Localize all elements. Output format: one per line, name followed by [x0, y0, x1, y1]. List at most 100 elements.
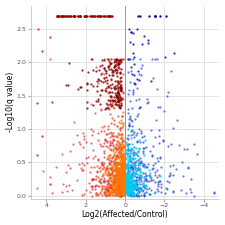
Point [112, 183, 115, 187]
Point [98, 142, 102, 146]
Point [150, 167, 153, 171]
Point [121, 177, 125, 180]
Point [111, 177, 115, 181]
Point [66, 83, 69, 87]
Point [115, 63, 119, 66]
Point [121, 169, 125, 173]
Point [105, 190, 108, 193]
Point [110, 166, 113, 169]
Point [125, 154, 128, 157]
Point [126, 57, 130, 61]
Point [117, 98, 120, 101]
Point [108, 99, 112, 102]
Point [126, 57, 130, 61]
Point [120, 186, 124, 189]
Point [122, 193, 125, 197]
Point [105, 193, 108, 197]
Point [115, 161, 119, 164]
Point [105, 157, 109, 160]
Point [129, 191, 133, 195]
Point [128, 151, 131, 155]
Point [94, 177, 98, 180]
Point [111, 155, 115, 158]
Point [91, 69, 95, 72]
Point [118, 154, 121, 157]
Point [116, 185, 120, 189]
Point [118, 84, 121, 88]
Point [117, 88, 120, 92]
Point [122, 138, 125, 142]
Point [138, 105, 142, 108]
Point [103, 188, 107, 191]
Point [142, 154, 146, 157]
Point [109, 178, 112, 181]
Point [124, 173, 128, 176]
Point [121, 174, 124, 178]
Point [121, 152, 124, 156]
Point [136, 188, 140, 192]
Point [119, 176, 122, 179]
Point [130, 166, 133, 169]
Point [127, 156, 130, 160]
Point [120, 187, 124, 191]
Point [116, 99, 120, 103]
Point [127, 177, 130, 180]
Point [119, 174, 123, 178]
Point [110, 14, 113, 17]
Point [147, 180, 151, 183]
Point [117, 170, 120, 173]
Point [144, 183, 147, 187]
Point [114, 182, 118, 186]
Point [115, 173, 118, 177]
Point [148, 174, 152, 178]
Point [132, 184, 135, 188]
Point [105, 166, 109, 170]
Point [78, 162, 81, 166]
Point [120, 193, 124, 197]
Point [121, 189, 125, 192]
Point [100, 184, 104, 188]
Point [112, 85, 116, 88]
Point [149, 129, 153, 132]
Point [131, 171, 135, 175]
Point [118, 178, 122, 182]
Point [132, 163, 136, 166]
Point [106, 106, 110, 110]
Point [141, 188, 145, 192]
Point [119, 186, 123, 190]
Point [121, 189, 125, 192]
Point [119, 162, 122, 165]
Point [165, 179, 168, 182]
Point [114, 134, 118, 138]
Point [107, 194, 111, 197]
Point [35, 101, 38, 105]
Point [112, 86, 116, 90]
Point [106, 156, 110, 160]
Point [122, 157, 125, 160]
Point [114, 98, 117, 102]
Point [114, 57, 117, 61]
Point [117, 62, 121, 66]
Point [111, 160, 115, 163]
Point [122, 166, 125, 169]
Point [153, 14, 157, 17]
Point [140, 63, 144, 67]
Point [118, 146, 122, 150]
Point [135, 168, 139, 172]
Point [121, 156, 124, 159]
Point [147, 14, 151, 17]
Point [137, 14, 140, 17]
Point [124, 189, 128, 193]
Point [128, 175, 132, 178]
Point [121, 177, 124, 180]
Point [114, 166, 117, 170]
Point [128, 163, 131, 166]
Point [125, 172, 128, 176]
Point [107, 192, 110, 196]
Point [108, 184, 112, 187]
Point [114, 177, 118, 181]
Point [116, 184, 119, 187]
Point [127, 179, 131, 183]
Point [126, 194, 129, 197]
Point [121, 171, 125, 175]
